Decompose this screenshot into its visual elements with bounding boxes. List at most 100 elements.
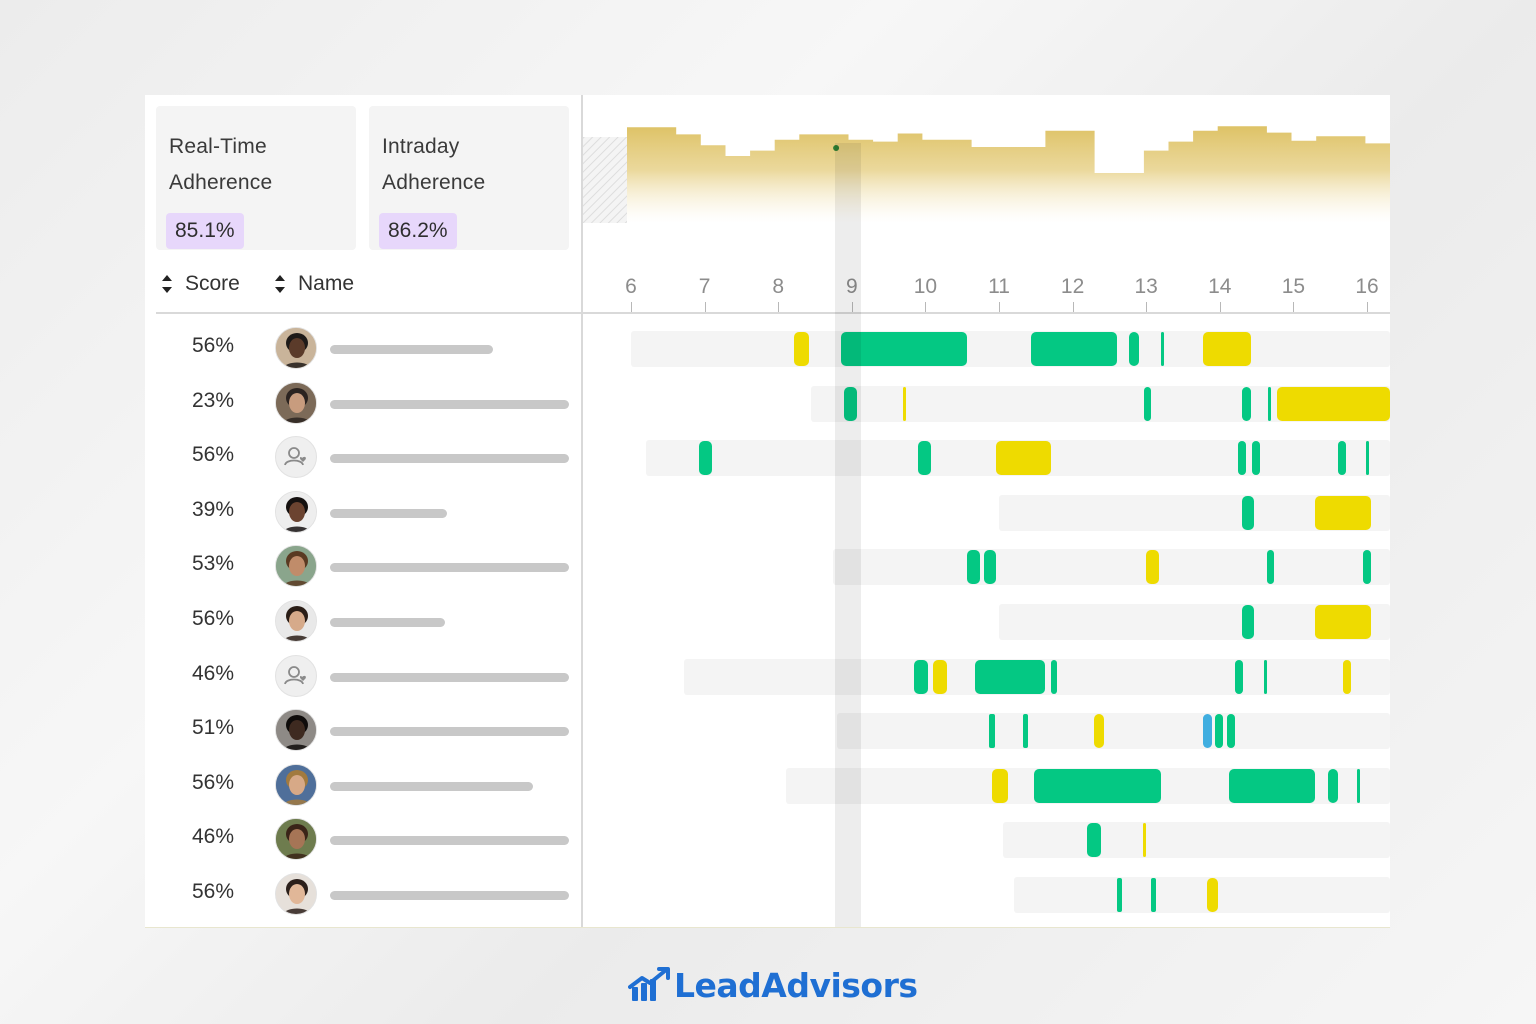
activity-segment-green[interactable] xyxy=(1228,768,1316,803)
column-divider xyxy=(581,95,583,927)
hour-tick xyxy=(704,302,706,312)
activity-segment-yellow[interactable] xyxy=(991,768,1008,803)
agent-row[interactable]: 56% xyxy=(145,868,1390,922)
hour-tick xyxy=(851,302,853,312)
hour-tick xyxy=(631,302,632,312)
activity-segment-green[interactable] xyxy=(989,714,995,749)
activity-segment-green[interactable] xyxy=(844,386,857,421)
activity-segment-yellow[interactable] xyxy=(1342,659,1351,694)
agent-name-redacted xyxy=(330,836,569,846)
activity-segment-yellow[interactable] xyxy=(794,332,810,366)
activity-segment-green[interactable] xyxy=(1151,878,1156,912)
agent-name-redacted xyxy=(330,781,534,791)
activity-segment-green[interactable] xyxy=(1356,768,1360,803)
agent-row[interactable]: 56% xyxy=(145,322,1390,376)
agent-row[interactable]: 46% xyxy=(145,813,1390,867)
agent-row[interactable]: 53% xyxy=(145,540,1390,594)
activity-segment-yellow[interactable] xyxy=(1093,714,1105,749)
activity-segment-green[interactable] xyxy=(1363,550,1372,585)
coverage-histogram xyxy=(583,126,1390,223)
placeholder-user-icon[interactable] xyxy=(275,436,317,479)
activity-segment-green[interactable] xyxy=(1238,441,1247,476)
activity-segment-green[interactable] xyxy=(1241,386,1251,421)
realtime-adherence-title-line2: Adherence xyxy=(169,171,273,194)
score-column-header[interactable]: Score xyxy=(161,272,240,296)
agent-score: 56% xyxy=(191,334,235,357)
activity-segment-green[interactable] xyxy=(1365,441,1369,476)
sort-icon xyxy=(274,272,286,296)
activity-segment-green[interactable] xyxy=(1023,714,1028,749)
brand-logo: LeadAdvisors xyxy=(628,958,918,1012)
activity-segment-green[interactable] xyxy=(1129,332,1139,366)
agent-name-redacted xyxy=(330,563,569,573)
activity-segment-yellow[interactable] xyxy=(1146,550,1159,585)
agent-avatar[interactable] xyxy=(275,709,317,752)
activity-segment-yellow[interactable] xyxy=(996,441,1051,476)
activity-segment-green[interactable] xyxy=(1266,550,1274,585)
activity-segment-green[interactable] xyxy=(1033,768,1161,803)
activity-segment-green[interactable] xyxy=(1241,495,1255,530)
activity-segment-green[interactable] xyxy=(1327,768,1338,803)
agent-avatar[interactable] xyxy=(275,600,317,642)
shift-track[interactable] xyxy=(837,713,1390,750)
hour-label: 9 xyxy=(845,275,858,298)
agent-name-redacted xyxy=(330,891,569,900)
activity-segment-yellow[interactable] xyxy=(903,386,907,421)
activity-segment-yellow[interactable] xyxy=(1315,605,1371,639)
agent-name-redacted xyxy=(330,454,569,464)
shift-track[interactable] xyxy=(631,331,1390,367)
agent-row[interactable]: 39% xyxy=(145,486,1390,540)
shift-track[interactable] xyxy=(1013,877,1390,913)
activity-segment-green[interactable] xyxy=(1234,659,1244,694)
shift-track[interactable] xyxy=(833,549,1390,586)
activity-segment-green[interactable] xyxy=(1050,659,1058,694)
activity-segment-yellow[interactable] xyxy=(1277,386,1390,421)
activity-segment-green[interactable] xyxy=(914,659,928,694)
activity-segment-green[interactable] xyxy=(1227,714,1235,749)
activity-segment-yellow[interactable] xyxy=(1202,332,1251,366)
activity-segment-green[interactable] xyxy=(1263,659,1267,694)
shift-track[interactable] xyxy=(1002,822,1390,859)
activity-segment-yellow[interactable] xyxy=(932,659,947,694)
activity-segment-yellow[interactable] xyxy=(1315,495,1371,530)
activity-segment-green[interactable] xyxy=(1268,386,1272,421)
intraday-adherence-title-line1: Intraday xyxy=(382,135,460,158)
placeholder-user-icon[interactable] xyxy=(275,654,317,697)
activity-segment-green[interactable] xyxy=(1337,441,1347,476)
agent-row[interactable]: 56% xyxy=(145,431,1390,485)
agent-row[interactable]: 51% xyxy=(145,704,1390,758)
activity-segment-green[interactable] xyxy=(1214,714,1223,749)
realtime-adherence-card: Real-Time Adherence 85.1% xyxy=(156,106,356,250)
activity-segment-yellow[interactable] xyxy=(1206,878,1218,912)
activity-segment-green[interactable] xyxy=(974,659,1045,694)
agent-row[interactable]: 56% xyxy=(145,759,1390,813)
activity-segment-green[interactable] xyxy=(1143,386,1151,421)
agent-avatar[interactable] xyxy=(275,763,317,806)
agent-row[interactable]: 56% xyxy=(145,595,1390,649)
agent-avatar[interactable] xyxy=(275,873,317,915)
agent-avatar[interactable] xyxy=(275,545,317,588)
agent-avatar[interactable] xyxy=(275,327,317,369)
agent-row[interactable]: 23% xyxy=(145,377,1390,431)
activity-segment-green[interactable] xyxy=(840,332,967,366)
activity-segment-green[interactable] xyxy=(699,441,712,476)
agent-avatar[interactable] xyxy=(275,818,317,861)
name-column-header[interactable]: Name xyxy=(274,272,354,296)
activity-segment-green[interactable] xyxy=(1241,605,1255,639)
agent-row[interactable]: 46% xyxy=(145,650,1390,704)
agent-avatar[interactable] xyxy=(275,381,317,424)
activity-segment-yellow[interactable] xyxy=(1142,823,1146,858)
activity-segment-green[interactable] xyxy=(1160,332,1164,366)
activity-segment-green[interactable] xyxy=(1087,823,1101,858)
activity-segment-green[interactable] xyxy=(983,550,997,585)
agent-name-redacted xyxy=(330,399,569,409)
activity-segment-green[interactable] xyxy=(1031,332,1117,366)
hour-tick xyxy=(1367,302,1368,312)
activity-segment-green[interactable] xyxy=(1252,441,1260,476)
hour-tick xyxy=(1219,302,1221,312)
activity-segment-blue[interactable] xyxy=(1202,714,1213,749)
agent-avatar[interactable] xyxy=(275,490,317,533)
activity-segment-green[interactable] xyxy=(918,441,932,476)
activity-segment-green[interactable] xyxy=(1116,878,1122,912)
activity-segment-green[interactable] xyxy=(967,550,980,585)
